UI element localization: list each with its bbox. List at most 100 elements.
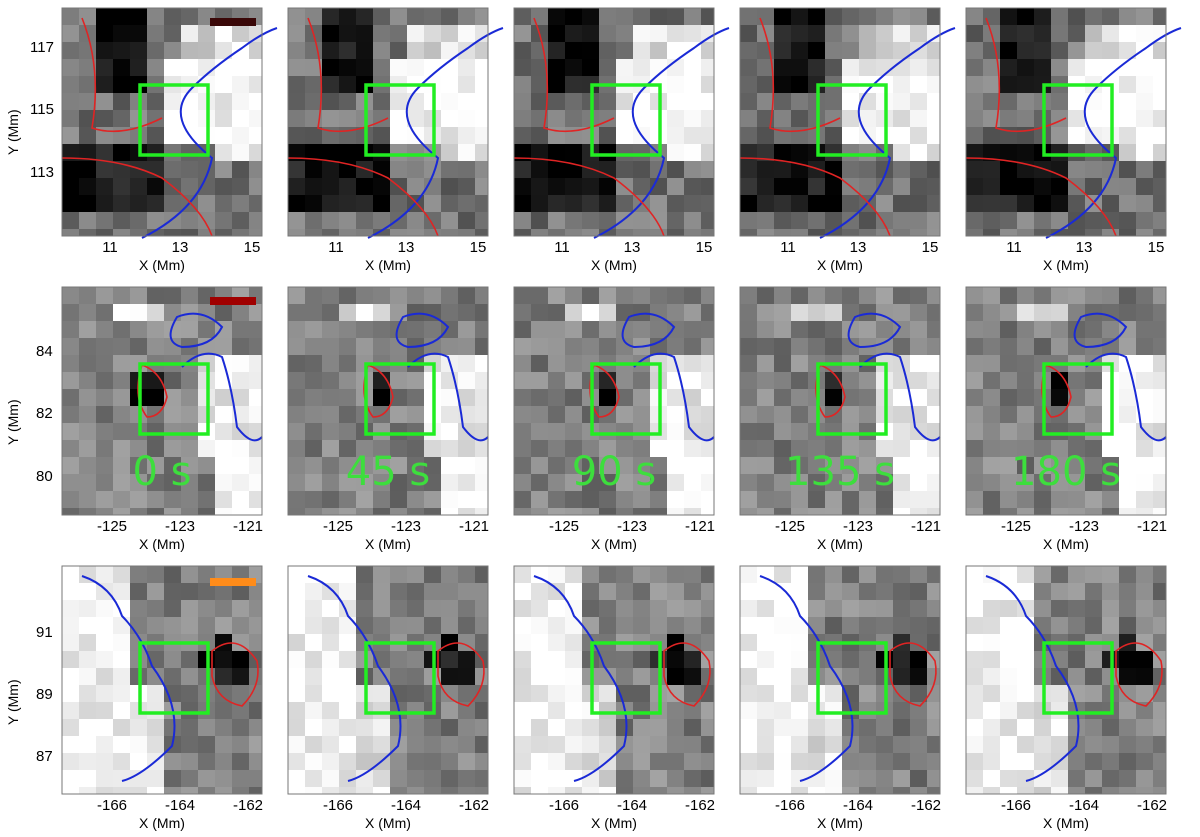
pixel	[910, 372, 927, 389]
pixel	[96, 389, 113, 406]
pixel	[356, 770, 373, 787]
pixel	[616, 304, 633, 321]
pixel	[373, 566, 390, 583]
pixel	[774, 195, 791, 212]
pixel	[441, 474, 458, 491]
pixel	[548, 195, 565, 212]
pixel	[249, 474, 262, 491]
pixel	[288, 93, 305, 110]
pixel	[305, 127, 322, 144]
x-axis-label: X (Mm)	[139, 815, 185, 831]
pixel	[305, 719, 322, 736]
pixel	[910, 93, 927, 110]
pixel	[339, 212, 356, 229]
pixel	[79, 736, 96, 753]
pixel	[531, 212, 548, 229]
pixel	[390, 600, 407, 617]
pixel	[441, 8, 458, 25]
pixel	[701, 474, 714, 491]
pixel	[684, 304, 701, 321]
pixel	[842, 8, 859, 25]
pixel	[1068, 42, 1085, 59]
pixel	[531, 372, 548, 389]
pixel	[373, 178, 390, 195]
pixel	[322, 440, 339, 457]
pixel	[305, 76, 322, 93]
pixel	[774, 144, 791, 161]
pixel	[407, 770, 424, 787]
pixel	[701, 440, 714, 457]
pixel	[808, 753, 825, 770]
pixel	[684, 583, 701, 600]
pixel	[859, 304, 876, 321]
pixel	[215, 474, 232, 491]
pixel	[684, 59, 701, 76]
pixel	[1085, 287, 1102, 304]
pixel	[565, 42, 582, 59]
pixel	[893, 161, 910, 178]
pixel	[181, 685, 198, 702]
pixel	[305, 195, 322, 212]
pixel	[1136, 59, 1153, 76]
pixel	[1136, 110, 1153, 127]
pixel	[859, 423, 876, 440]
pixel	[181, 372, 198, 389]
pixel	[757, 93, 774, 110]
panel-frame	[965, 565, 1167, 795]
pixel	[1085, 474, 1102, 491]
pixel	[1136, 287, 1153, 304]
pixel	[198, 736, 215, 753]
pixel	[249, 42, 262, 59]
pixel	[305, 634, 322, 651]
pixel	[356, 161, 373, 178]
pixel	[288, 229, 305, 236]
pixel	[893, 617, 910, 634]
pixel	[774, 338, 791, 355]
pixel	[983, 321, 1000, 338]
pixel	[1000, 229, 1017, 236]
pixel	[910, 8, 927, 25]
pixel	[249, 144, 262, 161]
pixel	[927, 93, 940, 110]
pixel	[1153, 93, 1166, 110]
pixel	[927, 600, 940, 617]
x-tick-label: 13	[624, 239, 641, 256]
pixel	[1153, 127, 1166, 144]
pixel	[966, 93, 983, 110]
pixel	[582, 25, 599, 42]
pixel	[62, 161, 79, 178]
pixel	[893, 736, 910, 753]
pixel	[859, 668, 876, 685]
pixel	[441, 753, 458, 770]
positive-polarity-contour	[759, 575, 854, 782]
pixel	[650, 583, 667, 600]
pixel	[147, 685, 164, 702]
pixel	[983, 423, 1000, 440]
pixel	[740, 736, 757, 753]
pixel	[339, 178, 356, 195]
pixel	[373, 702, 390, 719]
pixel	[565, 508, 582, 515]
panel-frame	[513, 565, 715, 795]
row1-y-axis-label: Y (Mm)	[5, 109, 21, 155]
pixel	[407, 651, 424, 668]
pixel	[1119, 110, 1136, 127]
pixel	[1000, 787, 1017, 794]
pixel	[198, 600, 215, 617]
pixel	[740, 76, 757, 93]
pixel	[113, 634, 130, 651]
pixel	[113, 702, 130, 719]
pixel	[740, 474, 757, 491]
pixel	[565, 389, 582, 406]
pixel	[79, 321, 96, 338]
pixel	[701, 457, 714, 474]
pixel	[616, 770, 633, 787]
pixel	[757, 600, 774, 617]
panel-frame	[965, 7, 1167, 237]
positive-polarity-contour	[847, 312, 941, 442]
pixel	[164, 423, 181, 440]
pixel	[441, 144, 458, 161]
pixel	[305, 787, 322, 794]
positive-polarity-contour	[621, 312, 715, 442]
pixel	[215, 304, 232, 321]
